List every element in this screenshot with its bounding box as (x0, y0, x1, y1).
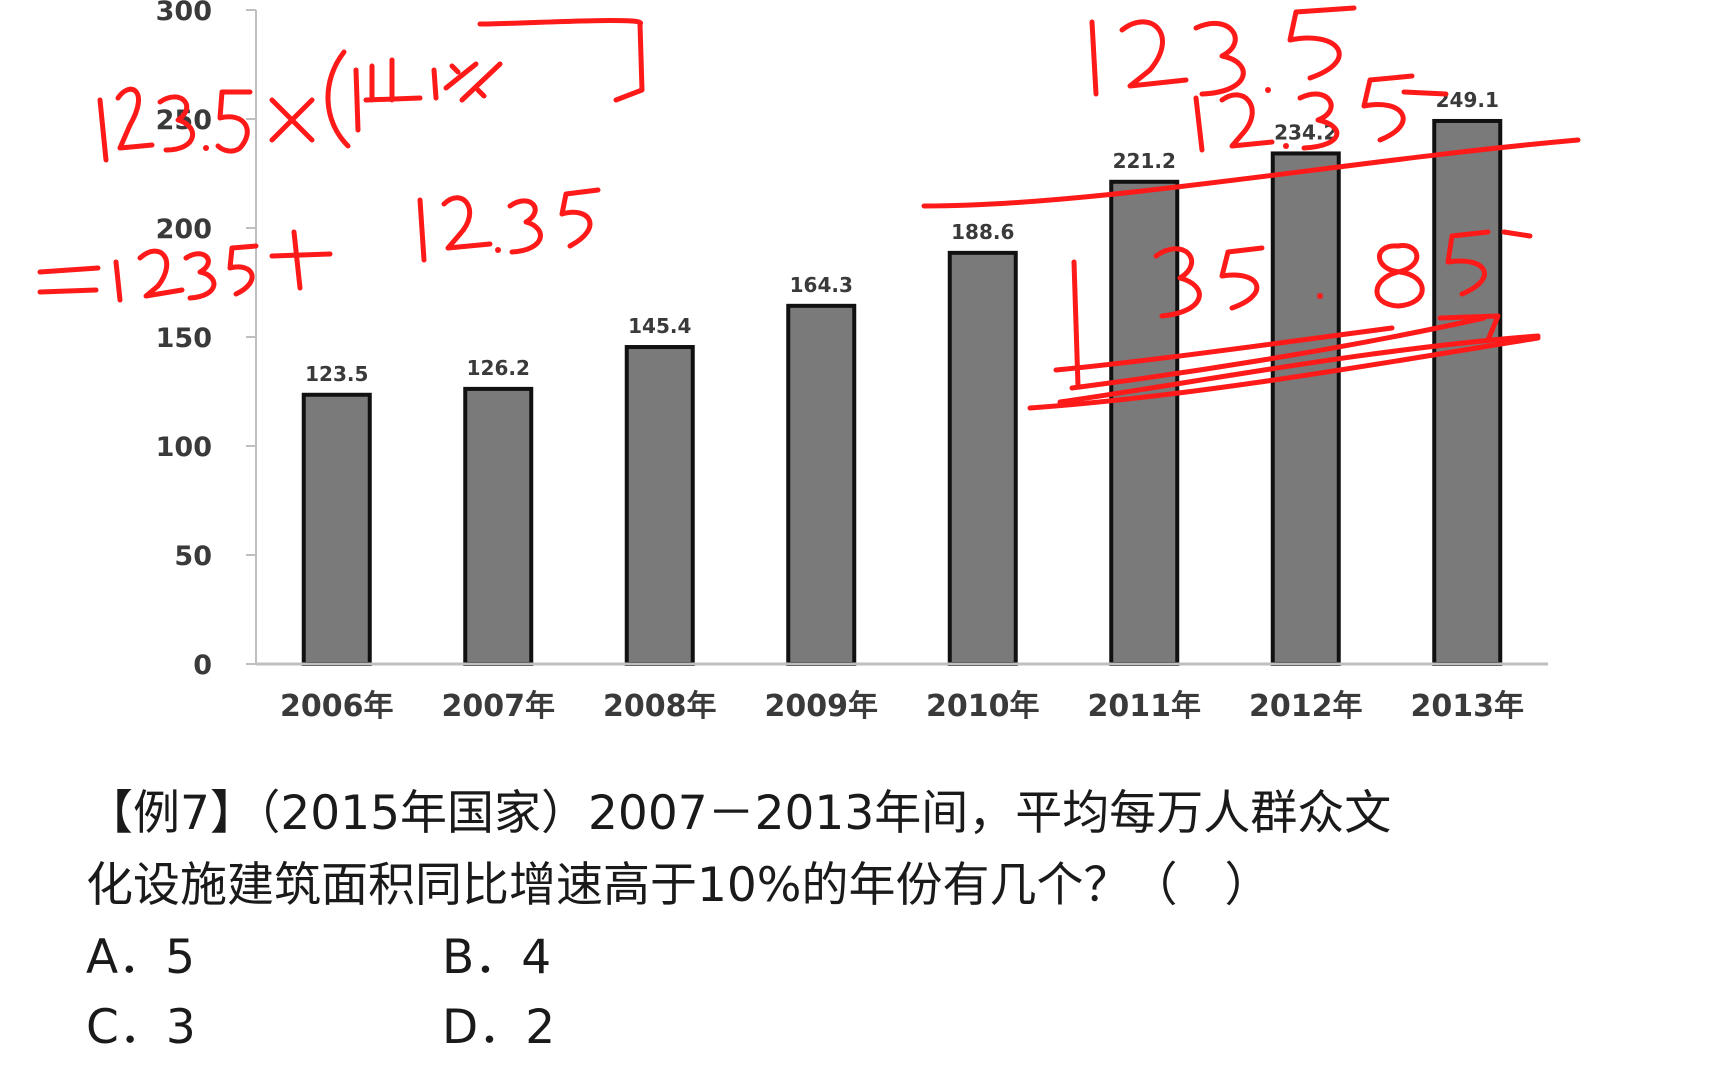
bar-2011年 (1109, 179, 1180, 666)
x-tick-label: 2006年 (280, 689, 394, 724)
y-tick-label: 150 (156, 323, 212, 354)
y-tick-label: 100 (156, 432, 212, 463)
question-line-2: 化设施建筑面积同比增速高于10%的年份有几个？（ ） (86, 858, 1272, 913)
data-label: 188.6 (951, 220, 1014, 244)
option-a[interactable]: A．5 (86, 930, 196, 985)
data-label: 126.2 (467, 356, 530, 380)
x-tick-label: 2011年 (1088, 689, 1202, 724)
handwritten-annotations (37, 5, 1581, 411)
y-tick-label: 0 (193, 650, 212, 681)
x-tick-label: 2007年 (442, 689, 556, 724)
question-line-1: 【例7】（2015年国家）2007－2013年间，平均每万人群众文 (86, 786, 1392, 841)
bar-2013年 (1432, 118, 1503, 667)
x-tick-label: 2009年 (765, 689, 879, 724)
option-b[interactable]: B．4 (442, 930, 552, 985)
bar-2007年 (463, 386, 534, 666)
bar-2009年 (786, 303, 857, 666)
x-tick-label: 2012年 (1249, 689, 1363, 724)
data-label: 164.3 (790, 273, 853, 297)
bar-2008年 (624, 345, 695, 666)
annotation-ink-2 (37, 187, 601, 303)
x-axis: 2006年 2007年 2008年 2009年 2010年 2011年 2012年 2013年 (256, 662, 1548, 724)
data-label: 221.2 (1113, 149, 1176, 173)
y-tick-label: 300 (156, 0, 212, 27)
bar-2012年 (1270, 151, 1341, 666)
annotation-ink-3 (1089, 5, 1357, 97)
annotation-ink-5 (921, 137, 1581, 411)
option-c[interactable]: C．3 (86, 1000, 196, 1055)
y-tick-label: 50 (174, 541, 212, 572)
data-label: 123.5 (305, 362, 368, 386)
bar-2006年 (301, 392, 372, 666)
question-text: 【例7】（2015年国家）2007－2013年间，平均每万人群众文 化设施建筑面… (86, 778, 1686, 922)
annotation-ink-4 (1193, 73, 1449, 153)
data-label: 145.4 (628, 314, 691, 338)
x-tick-label: 2013年 (1411, 689, 1525, 724)
x-tick-label: 2008年 (603, 689, 717, 724)
option-d[interactable]: D．2 (442, 1000, 556, 1055)
annotation-ink-1 (97, 17, 645, 163)
x-tick-label: 2010年 (926, 689, 1040, 724)
bar-2010年 (947, 250, 1018, 667)
y-tick-label: 200 (156, 214, 212, 245)
